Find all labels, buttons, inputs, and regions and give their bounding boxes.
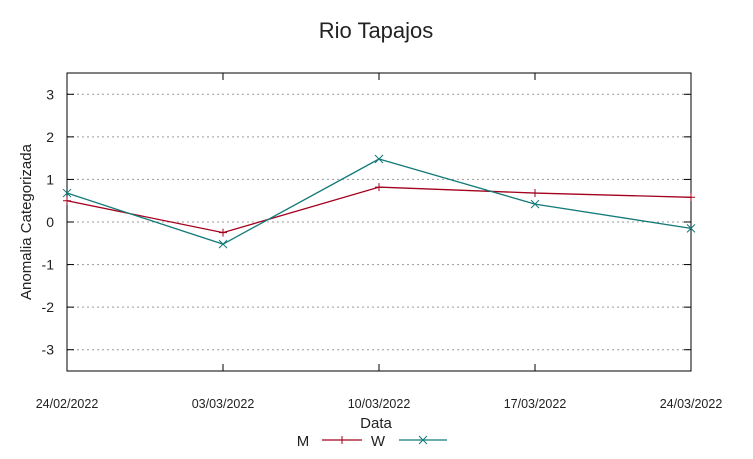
data-point [531,189,539,198]
y-axis: 3 2 1 0 -1 -2 -3 [42,86,691,358]
data-point [218,239,228,249]
data-point [219,228,227,237]
data-point [338,436,346,444]
series-W [62,154,696,249]
data-point [374,154,384,164]
y-tick-label: -1 [42,257,55,273]
x-tick-label: 10/03/2022 [348,397,411,411]
y-axis-label: Anomalia Categorizada [18,143,35,300]
series-M [63,183,695,237]
data-point [62,188,72,198]
legend-label: M [297,433,310,450]
data-point [418,435,428,445]
data-point [63,196,71,205]
y-tick-label: -2 [42,299,55,315]
series-line [66,186,692,234]
series-group [62,154,696,249]
y-tick-label: -3 [42,342,55,358]
y-tick-label: 0 [46,214,54,230]
data-point [687,193,695,202]
y-tick-label: 3 [46,86,54,102]
x-axis-label: Data [360,415,392,432]
data-point [530,199,540,209]
y-tick-label: 1 [46,171,54,187]
data-point [686,224,696,233]
x-tick-label: 24/03/2022 [660,397,723,411]
x-tick-label: 03/03/2022 [192,397,255,411]
gridlines [67,93,691,351]
legend-label: W [371,433,386,450]
y-tick-label: 2 [46,129,54,145]
series-line [66,158,692,245]
x-tick-label: 24/02/2022 [36,397,99,411]
data-point [375,183,383,192]
x-tick-label: 17/03/2022 [504,397,567,411]
x-axis: 24/02/2022 03/03/2022 10/03/2022 17/03/2022… [36,73,723,411]
chart-title: Rio Tapajos [319,18,434,43]
